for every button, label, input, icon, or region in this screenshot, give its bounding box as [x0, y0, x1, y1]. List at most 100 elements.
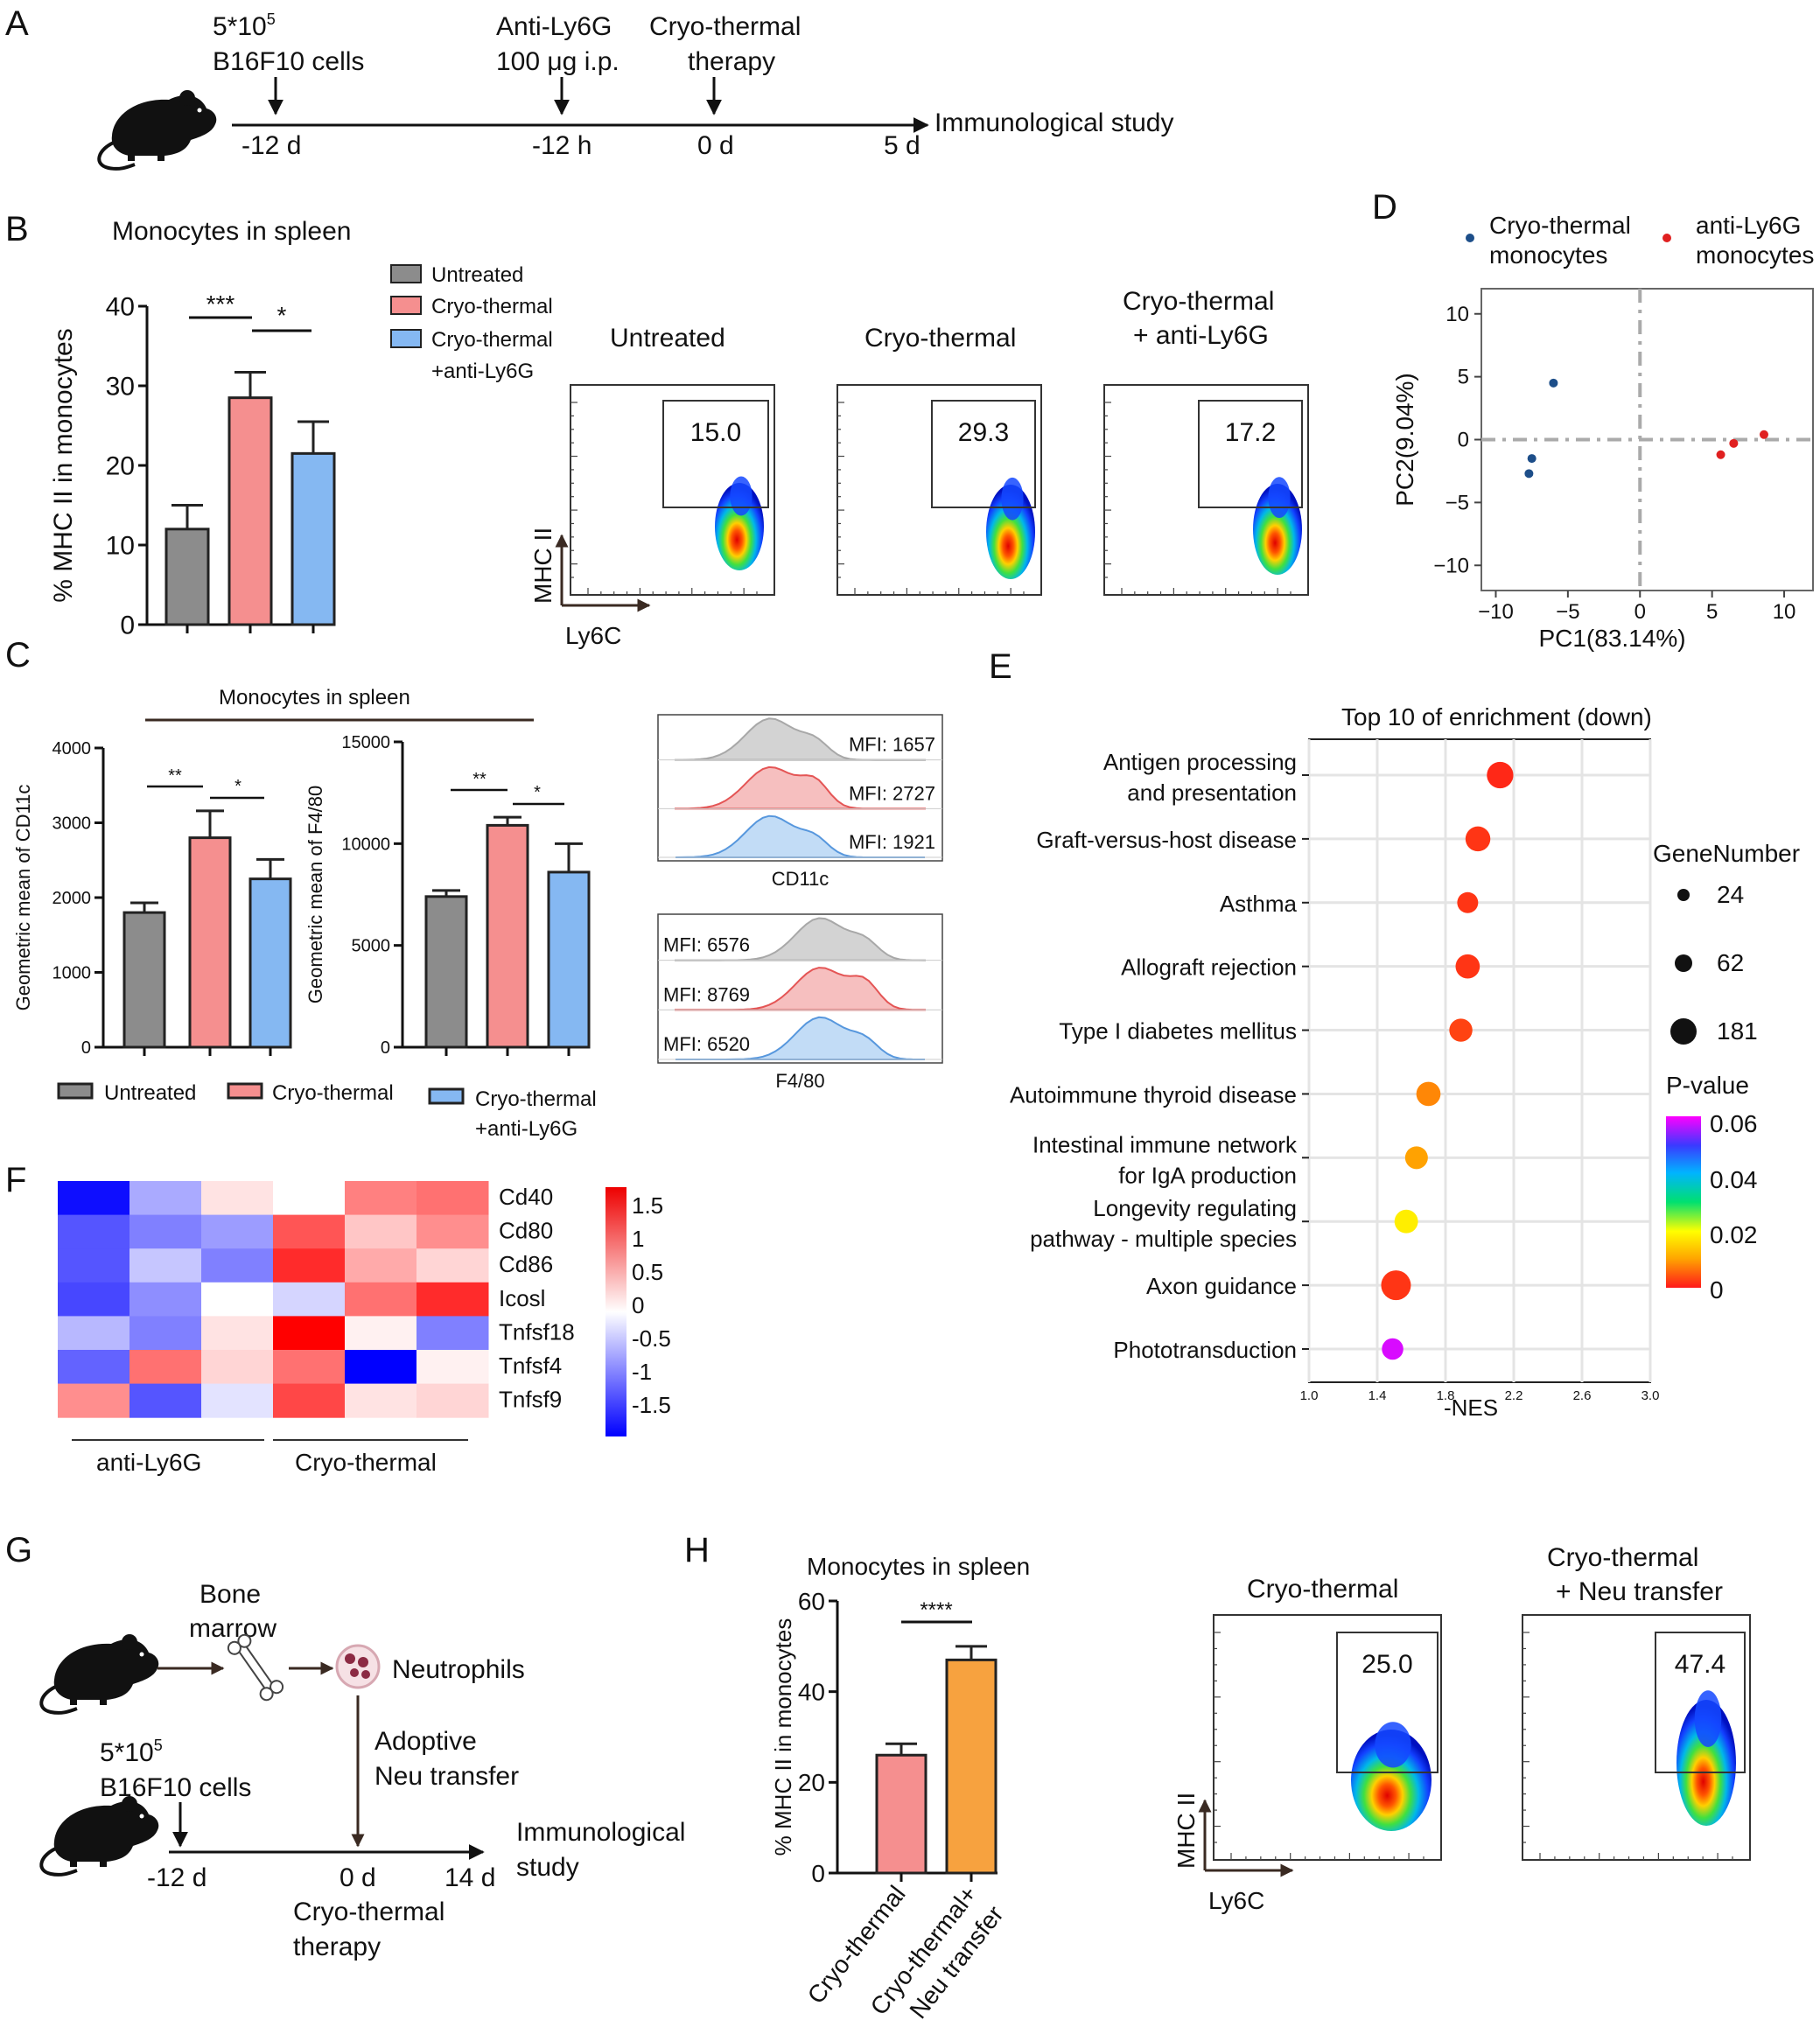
heatmap-cell [273, 1181, 346, 1216]
heatmap-cell [201, 1282, 274, 1317]
pathway-label: Type I diabetes mellitus [1059, 1018, 1297, 1045]
panel-b: B Monocytes in spleen 0 10 20 30 40 % MHC II … [5, 210, 1309, 649]
bar [875, 1753, 928, 1875]
pathway-label: Allograft rejection [1121, 954, 1297, 981]
c-histograms: MFI: 1657 MFI: 2727 MFI: 1921 CD11c MFI: 657… [657, 714, 943, 1092]
pca-point [1729, 438, 1739, 448]
e-size-dot-181 [1670, 1018, 1697, 1045]
mouse-icon [97, 88, 219, 171]
g-recipient-mouse-icon [39, 1794, 161, 1877]
heatmap-cell [130, 1181, 202, 1216]
therapy-line2: therapy [688, 47, 775, 76]
y-tick-label: 40 [798, 1678, 825, 1705]
y-tick-label: 4000 [52, 739, 92, 758]
y-axis-label: PC2(9.04%) [1391, 373, 1418, 507]
flow-density-tail [1694, 1690, 1722, 1747]
flow-density-tail [1375, 1722, 1411, 1768]
d-legend-ly6g-2: monocytes [1696, 241, 1814, 269]
flow-density-tail [730, 476, 752, 516]
x-tick-label: 1.4 [1368, 1388, 1387, 1403]
gene-label: Cd80 [499, 1218, 553, 1244]
c-legend-swatch-cryo-ly6g [428, 1087, 465, 1105]
heatmap-cell [58, 1383, 130, 1418]
gene-label: Cd40 [499, 1184, 553, 1210]
g-neutrophils: Neutrophils [392, 1655, 525, 1684]
y-tick-label: 40 [106, 293, 135, 322]
d-legend-cryo-2: monocytes [1489, 241, 1607, 269]
y-tick-label: 10 [1446, 303, 1469, 326]
b-flow-title-2: Cryo-thermal [864, 324, 1016, 353]
b-flow-title-3b: + anti-Ly6G [1133, 321, 1269, 350]
y-tick-label: 0 [1458, 429, 1469, 452]
y-tick-label: 20 [106, 452, 135, 481]
x-tick-label: −10 [1478, 600, 1514, 624]
heatmap-cell [58, 1214, 130, 1249]
gene-label: Cd86 [499, 1251, 553, 1277]
panel-label-h: H [684, 1531, 710, 1569]
pathway-label: for IgA production [1118, 1162, 1297, 1188]
scale-tick-label: -0.5 [632, 1325, 671, 1352]
f-heatmap: Cd40 Cd80 Cd86 Icosl Tnfsf18 Tnfsf4 Tnfsf9 [58, 1181, 575, 1418]
mfi-label: MFI: 6520 [663, 1033, 750, 1055]
g-therapy-2: therapy [293, 1933, 381, 1961]
sig-label: ** [472, 770, 486, 789]
bar [424, 895, 468, 1049]
y-tick-label: 0 [81, 1038, 91, 1058]
y-tick-label: 10 [106, 532, 135, 561]
h-flow-title-1: Cryo-thermal [1247, 1575, 1398, 1604]
y-axis-label: Geometric mean of F4/80 [304, 786, 326, 1003]
hist-x-label: F4/80 [775, 1070, 824, 1092]
y-tick-label: 5000 [352, 937, 391, 956]
e-size-62: 62 [1717, 949, 1744, 976]
y-tick-label: 60 [798, 1588, 825, 1615]
bar [486, 823, 529, 1049]
pathway-label: Asthma [1220, 891, 1298, 917]
heatmap-cell [416, 1350, 489, 1385]
flow-density-cloud [1351, 1730, 1432, 1831]
heatmap-cell [273, 1282, 346, 1317]
endpoint-label: Immunological study [934, 108, 1173, 137]
panel-label-f: F [5, 1161, 26, 1199]
g-donor-mouse-icon [39, 1632, 161, 1715]
bar [122, 911, 166, 1049]
flow-gate-value: 17.2 [1225, 418, 1276, 447]
legend-cryo-ly6g: Cryo-thermal [431, 328, 553, 352]
gene-label: Tnfsf9 [499, 1387, 562, 1413]
g-cells-2: B16F10 cells [100, 1773, 251, 1802]
e-size-dot-62 [1675, 954, 1692, 972]
g-bone-1: Bone [200, 1580, 261, 1609]
heatmap-cell [345, 1383, 417, 1418]
e-size-181: 181 [1717, 1017, 1758, 1045]
y-tick-label: 2000 [52, 889, 92, 908]
g-end-1: Immunological [516, 1818, 685, 1847]
enrichment-dot [1457, 891, 1479, 913]
flow-gate [931, 400, 1036, 508]
x-tick-label: 5 [1706, 600, 1718, 624]
panel-d: D Cryo-thermal monocytes anti-Ly6G monoc… [1372, 188, 1814, 652]
heatmap-cell [201, 1181, 274, 1216]
heatmap-cell [201, 1248, 274, 1283]
cells-line2: B16F10 cells [213, 47, 364, 76]
enrichment-dot [1416, 1081, 1441, 1107]
scale-tick-label: 0 [632, 1292, 644, 1318]
legend-swatch-cryo [390, 296, 422, 315]
heatmap-cell [345, 1282, 417, 1317]
sig-label: * [534, 783, 541, 802]
heatmap-cell [273, 1248, 346, 1283]
heatmap-cell [58, 1316, 130, 1351]
y-axis-label: % MHC II in monocytes [770, 1618, 796, 1856]
heatmap-cell [201, 1383, 274, 1418]
flow-x-label: Ly6C [565, 622, 621, 649]
enrichment-dot [1455, 954, 1480, 979]
y-tick-label: −5 [1446, 491, 1469, 514]
bar [945, 1658, 998, 1875]
scale-tick-label: -1 [632, 1359, 652, 1385]
x-tick-label: 2.2 [1505, 1388, 1523, 1403]
c-legend-cryo-ly6g-2: +anti-Ly6G [475, 1117, 578, 1141]
x-tick-label: 1.8 [1437, 1388, 1455, 1403]
g-time-14d: 14 d [444, 1863, 495, 1892]
heatmap-cell [416, 1248, 489, 1283]
pathway-label: Phototransduction [1113, 1337, 1297, 1363]
flow-gate [1655, 1632, 1746, 1773]
